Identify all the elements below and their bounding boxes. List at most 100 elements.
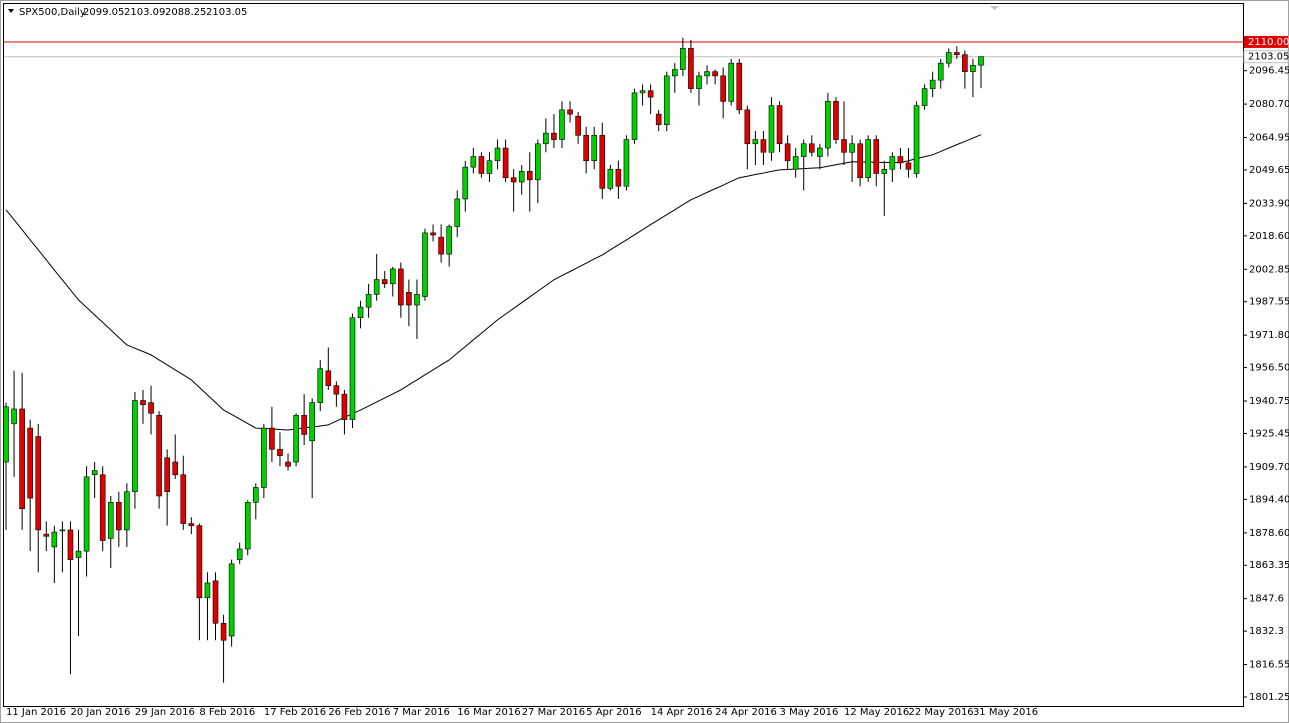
- candle-body: [833, 101, 839, 140]
- candle-body: [599, 134, 606, 189]
- candle-body: [800, 143, 807, 157]
- candle-body: [551, 132, 557, 140]
- x-tick-label: 26 Feb 2016: [328, 707, 390, 718]
- header-open: 2099.05: [83, 7, 124, 18]
- candle-body: [865, 139, 871, 179]
- chart-title: SPX500,Daily: [19, 7, 86, 18]
- candle-body: [220, 622, 227, 641]
- candle-body: [212, 580, 219, 624]
- candle-body: [784, 143, 791, 162]
- candle-body: [752, 139, 759, 145]
- candle-body: [591, 134, 598, 162]
- candle-body: [607, 168, 614, 189]
- candle-body: [760, 139, 767, 153]
- candle-body: [937, 62, 944, 81]
- candle-body: [51, 531, 58, 548]
- y-tick-label: 1801.25: [1249, 692, 1289, 703]
- header-high: 2103.09: [124, 7, 165, 18]
- candle-body: [647, 90, 654, 98]
- candle-body: [825, 101, 831, 149]
- candle-body: [414, 294, 420, 306]
- candle-body: [680, 48, 686, 70]
- candle-body: [172, 461, 179, 476]
- x-tick-label: 7 Mar 2016: [393, 707, 450, 718]
- candle-body: [293, 415, 299, 463]
- candle-body: [510, 177, 517, 183]
- candle-body: [978, 56, 984, 66]
- candle-body: [454, 198, 461, 227]
- candle-body: [849, 143, 855, 153]
- candle-body: [438, 236, 444, 255]
- y-tick-label: 2049.65: [1249, 165, 1289, 176]
- moving-average: [5, 134, 982, 431]
- candle-body: [277, 448, 283, 456]
- candle-body: [285, 461, 291, 467]
- x-tick-label: 16 Mar 2016: [457, 707, 520, 718]
- candle-body: [228, 563, 235, 637]
- candle-body: [124, 491, 130, 531]
- candle-body: [252, 487, 259, 503]
- scroll-marker: [990, 6, 999, 10]
- candle-body: [430, 232, 436, 236]
- candle-body: [639, 90, 646, 94]
- candle-body: [236, 548, 243, 560]
- x-tick-label: 17 Feb 2016: [264, 707, 326, 718]
- x-tick-label: 12 May 2016: [844, 707, 909, 718]
- y-tick-label: 2080.70: [1249, 99, 1289, 110]
- candle-body: [712, 71, 718, 77]
- candle-body: [11, 408, 17, 425]
- y-tick-label: 2002.85: [1249, 264, 1289, 275]
- candle-body: [526, 171, 533, 181]
- hline-label-box: [1244, 35, 1288, 48]
- candle-body: [3, 406, 9, 463]
- candle-body: [325, 370, 332, 386]
- candle-body: [929, 79, 936, 89]
- candle-body: [244, 502, 251, 550]
- candle-body: [196, 525, 203, 599]
- x-tick-label: 20 Jan 2016: [70, 707, 130, 718]
- candle-body: [67, 529, 74, 560]
- candle-body: [349, 317, 356, 420]
- candle-body: [663, 75, 670, 125]
- candle-body: [502, 147, 509, 179]
- y-tick-label: 2096.45: [1249, 66, 1289, 77]
- y-tick-label: 1971.80: [1249, 330, 1289, 341]
- candle-body: [897, 156, 904, 164]
- candle-body: [945, 52, 952, 64]
- candle-body: [317, 368, 324, 403]
- candle-body: [27, 427, 33, 499]
- candle-body: [696, 75, 702, 89]
- candle-body: [309, 402, 315, 442]
- candle-body: [188, 523, 195, 526]
- candle-body: [406, 291, 412, 306]
- candle-body: [180, 474, 187, 524]
- candle-body: [873, 139, 880, 174]
- candle-body: [164, 457, 170, 493]
- candle-body: [905, 162, 912, 170]
- candle-body: [494, 147, 501, 162]
- last-price-box: [1243, 50, 1289, 64]
- y-tick-label: 1863.35: [1249, 560, 1289, 571]
- x-tick-label: 27 Mar 2016: [522, 707, 585, 718]
- candle-body: [99, 474, 106, 541]
- candle-body: [744, 109, 751, 145]
- candle-body: [889, 156, 896, 170]
- x-tick-label: 22 May 2016: [908, 707, 973, 718]
- candle-body: [398, 268, 404, 306]
- candle-body: [148, 402, 154, 414]
- candle-body: [462, 166, 469, 200]
- candle-body: [817, 147, 823, 157]
- candle-body: [655, 113, 662, 125]
- candle-body: [567, 109, 573, 115]
- y-tick-label: 1832.3: [1249, 626, 1284, 637]
- menu-arrow[interactable]: [8, 9, 14, 13]
- candle-body: [792, 156, 799, 170]
- candle-body: [478, 156, 485, 174]
- candle-body: [35, 436, 42, 531]
- candle-body: [156, 415, 162, 497]
- candle-body: [672, 69, 678, 77]
- y-tick-label: 1878.60: [1249, 528, 1289, 539]
- x-tick-label: 5 Apr 2016: [586, 707, 641, 718]
